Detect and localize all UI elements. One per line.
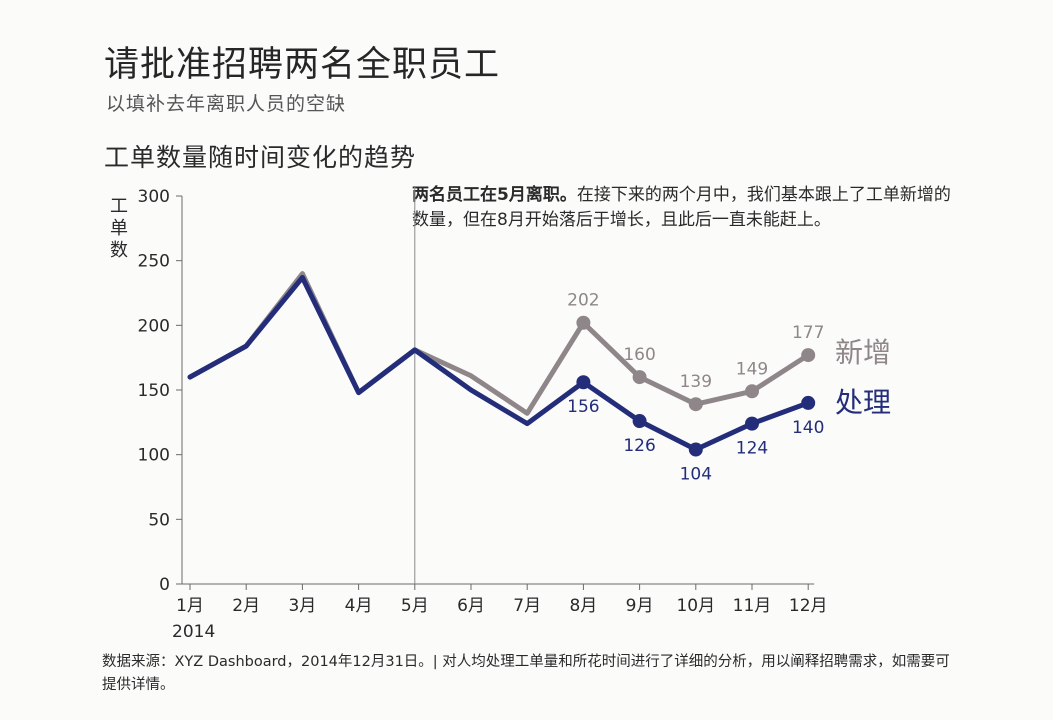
- data-point-processed: [801, 395, 816, 410]
- data-point-processed: [576, 375, 591, 390]
- data-label-processed: 140: [792, 418, 824, 438]
- chart-title: 工单数量随时间变化的趋势: [104, 143, 417, 172]
- x-tick-label: 7月: [513, 596, 541, 616]
- data-point-processed: [632, 414, 647, 429]
- page-subtitle: 以填补去年离职人员的空缺: [106, 93, 347, 115]
- data-label-added: 202: [567, 291, 599, 311]
- legend-label-processed: 处理: [835, 386, 891, 419]
- series-line-added: [187, 271, 811, 416]
- data-point-added: [745, 384, 759, 399]
- page-title: 请批准招聘两名全职员工: [104, 45, 501, 85]
- y-tick-label: 300: [138, 187, 170, 207]
- y-axis-label: 工单数: [110, 196, 128, 261]
- y-tick-label: 150: [138, 381, 170, 401]
- x-tick-label: 2月: [232, 596, 260, 616]
- data-point-added: [688, 397, 703, 412]
- x-tick-label: 4月: [345, 596, 373, 616]
- data-label-processed: 124: [736, 439, 768, 459]
- y-axis-label-char: 工: [110, 196, 128, 217]
- data-point-added: [801, 348, 816, 363]
- y-tick-label: 100: [138, 446, 170, 466]
- data-label-added: 139: [680, 372, 712, 392]
- annotation-bold-text: 两名员工在5月离职。: [412, 185, 577, 205]
- x-tick-label: 9月: [626, 596, 654, 616]
- x-tick-label: 1月: [176, 596, 204, 616]
- legend-label-added: 新增: [835, 336, 891, 369]
- y-tick-label: 0: [159, 575, 170, 595]
- x-tick-label: 5月: [401, 596, 429, 616]
- y-tick-label: 50: [148, 510, 170, 530]
- x-tick-label: 6月: [457, 596, 485, 616]
- y-axis-label-char: 数: [110, 240, 128, 261]
- data-label-added: 149: [736, 359, 768, 379]
- x-year-label: 2014: [172, 622, 215, 642]
- y-tick-label: 250: [138, 252, 170, 272]
- data-label-added: 160: [623, 345, 655, 365]
- y-axis-label-char: 单: [110, 218, 128, 239]
- x-tick-label: 10月: [676, 596, 715, 616]
- data-point-processed: [745, 416, 759, 431]
- x-tick-label: 3月: [288, 596, 316, 616]
- x-tick-label: 8月: [569, 596, 597, 616]
- data-label-processed: 126: [623, 436, 655, 456]
- data-label-processed: 104: [680, 464, 712, 484]
- source-footnote: 数据来源：XYZ Dashboard，2014年12月31日。| 对人均处理工单…: [102, 654, 950, 693]
- data-point-added: [632, 370, 647, 385]
- data-point-processed: [688, 442, 703, 457]
- x-tick-label: 12月: [789, 596, 828, 616]
- chart-annotation: 两名员工在5月离职。在接下来的两个月中，我们基本跟上了工单新增的数量，但在8月开…: [412, 183, 957, 233]
- annotation-text: 在接下来的两个月中，我们基本跟上了工单新增的数量，但在8月开始落后于增长，且此后…: [412, 185, 951, 230]
- y-tick-label: 200: [138, 316, 170, 336]
- x-tick-label: 11月: [733, 596, 772, 616]
- data-label-added: 177: [792, 323, 824, 343]
- series-line-processed: [187, 274, 811, 452]
- data-label-processed: 156: [567, 397, 599, 417]
- data-point-added: [576, 315, 591, 330]
